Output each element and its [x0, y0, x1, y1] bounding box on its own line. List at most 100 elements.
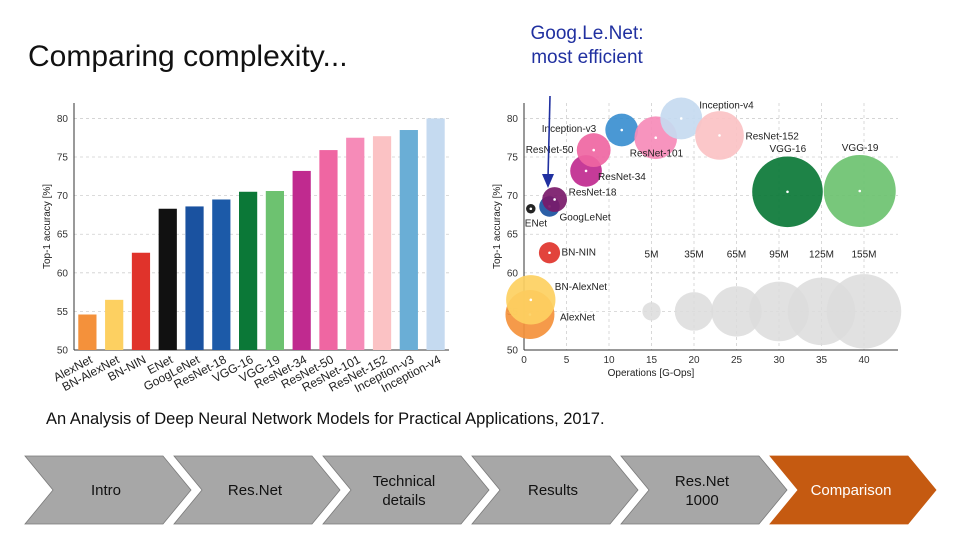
- size-legend-bubble: [674, 292, 714, 331]
- bubble-label: VGG-16: [770, 144, 807, 155]
- bar-vgg-16: [239, 191, 258, 350]
- scatter-y-tick-label: 75: [507, 153, 519, 164]
- bar-resnet-50: [319, 150, 338, 350]
- googlenet-annotation: Goog.Le.Net: most efficient: [512, 22, 662, 70]
- scatter-y-tick-label: 80: [507, 114, 519, 125]
- nav-step-label: Intro: [91, 482, 121, 499]
- bubble-center-dot: [553, 198, 556, 201]
- nav-step-intro[interactable]: Intro: [24, 455, 192, 525]
- nav-step-label: Res.Net: [228, 482, 283, 499]
- bar-enet: [158, 208, 177, 350]
- bar-y-tick-label: 50: [57, 346, 69, 357]
- scatter-x-tick-label: 5: [564, 355, 570, 366]
- scatter-x-tick-label: 15: [646, 355, 658, 366]
- bar-bn-alexnet: [105, 299, 124, 350]
- bar-vgg-19: [265, 190, 284, 350]
- bubble-label: BN-AlexNet: [555, 282, 607, 293]
- bubble-center-dot: [529, 298, 533, 302]
- scatter-x-tick-label: 10: [603, 355, 615, 366]
- bar-resnet-152: [372, 136, 392, 350]
- bar-y-tick-label: 60: [57, 268, 69, 279]
- nav-step-results[interactable]: Results: [471, 455, 639, 525]
- section-navigation: Intro Res.Net Technical details Results Res.N…: [24, 455, 937, 525]
- nav-chevron-shape: [322, 455, 490, 525]
- nav-step-res-net[interactable]: Res.Net 1000: [620, 455, 788, 525]
- nav-step-res-net[interactable]: Res.Net: [173, 455, 341, 525]
- scatter-x-tick-label: 25: [731, 355, 743, 366]
- bar-y-tick-label: 70: [57, 191, 69, 202]
- bar-inception-v4: [426, 118, 445, 350]
- bubble-center-dot: [654, 136, 658, 140]
- bubble-label: Inception-v3: [542, 124, 597, 135]
- scatter-x-tick-label: 35: [816, 355, 828, 366]
- annotation-line2: most efficient: [531, 47, 643, 68]
- bubble-center-dot: [858, 189, 862, 193]
- bubble-center-dot: [592, 148, 595, 152]
- bubble-label: VGG-19: [842, 143, 879, 154]
- size-legend-label: 5M: [645, 249, 659, 260]
- nav-step-technical[interactable]: Technical details: [322, 455, 490, 525]
- nav-step-label: Results: [528, 482, 578, 499]
- size-legend-bubble: [826, 274, 902, 349]
- annotation-line1: Goog.Le.Net:: [530, 23, 644, 44]
- bar-resnet-101: [346, 137, 365, 350]
- bar-googlenet: [185, 206, 204, 350]
- bar-y-tick-label: 55: [57, 307, 69, 318]
- bubble-center-dot: [718, 134, 721, 137]
- nav-chevron-shape: [471, 455, 639, 525]
- nav-step-comparison[interactable]: Comparison: [769, 455, 937, 525]
- nav-chevron-shape: [620, 455, 788, 525]
- bar-inception-v3: [399, 130, 418, 350]
- size-legend-label: 95M: [769, 249, 788, 260]
- bubble-label: Inception-v4: [699, 100, 754, 111]
- nav-step-label-line2: 1000: [685, 492, 718, 509]
- scatter-x-tick-label: 40: [858, 355, 870, 366]
- bubble-center-dot: [620, 128, 624, 132]
- bar-resnet-34: [292, 170, 311, 350]
- bubble-label: ResNet-18: [569, 187, 617, 198]
- bubble-center-dot: [786, 190, 789, 194]
- nav-chevron-shape: [24, 455, 192, 525]
- size-legend-bubble: [711, 286, 762, 337]
- size-legend-label: 65M: [727, 249, 746, 260]
- nav-chevron-shape: [173, 455, 341, 525]
- scatter-y-tick-label: 50: [507, 346, 519, 357]
- scatter-y-tick-label: 60: [507, 268, 519, 279]
- bubble-center-dot: [548, 251, 551, 255]
- bubble-label: ResNet-101: [630, 149, 684, 160]
- scatter-x-tick-label: 30: [773, 355, 785, 366]
- slide-title: Comparing complexity...: [28, 40, 348, 73]
- bubble-label: ResNet-50: [526, 145, 574, 156]
- bubble-label: ENet: [525, 219, 547, 230]
- nav-chevron-shape: [769, 455, 937, 525]
- figure-caption: An Analysis of Deep Neural Network Model…: [46, 410, 605, 428]
- bubble-label: ResNet-152: [746, 131, 800, 142]
- size-legend-label: 35M: [684, 249, 703, 260]
- size-legend-label: 125M: [809, 249, 834, 260]
- bar-y-tick-label: 80: [57, 114, 69, 125]
- nav-step-label-line2: details: [382, 492, 425, 509]
- bubble-center-dot: [584, 169, 588, 173]
- size-legend-label: 155M: [851, 249, 876, 260]
- scatter-y-tick-label: 70: [507, 191, 519, 202]
- bubble-label: BN-NIN: [562, 248, 596, 259]
- bar-bn-nin: [131, 252, 151, 350]
- nav-step-label: Res.Net: [675, 473, 730, 490]
- bar-y-tick-label: 75: [57, 153, 69, 164]
- bar-y-tick-label: 65: [57, 230, 69, 241]
- bubble-label: GoogLeNet: [560, 212, 611, 223]
- bubble-center-dot: [679, 117, 683, 120]
- scatter-x-tick-label: 20: [688, 355, 700, 366]
- nav-step-label: Comparison: [811, 482, 892, 499]
- nav-step-label: Technical: [373, 473, 436, 490]
- bar-resnet-18: [212, 199, 231, 350]
- bubble-center-dot: [529, 207, 533, 211]
- scatter-y-axis-label: Top-1 accuracy [%]: [492, 184, 503, 269]
- bar-alexnet: [78, 314, 97, 350]
- scatter-x-axis-label: Operations [G-Ops]: [608, 368, 695, 379]
- scatter-x-tick-label: 0: [521, 355, 527, 366]
- accuracy-vs-ops-scatter-chart: 505560657075800510152025303540Operations…: [492, 97, 902, 379]
- size-legend-bubble: [642, 302, 661, 321]
- bubble-label: ResNet-34: [598, 172, 646, 183]
